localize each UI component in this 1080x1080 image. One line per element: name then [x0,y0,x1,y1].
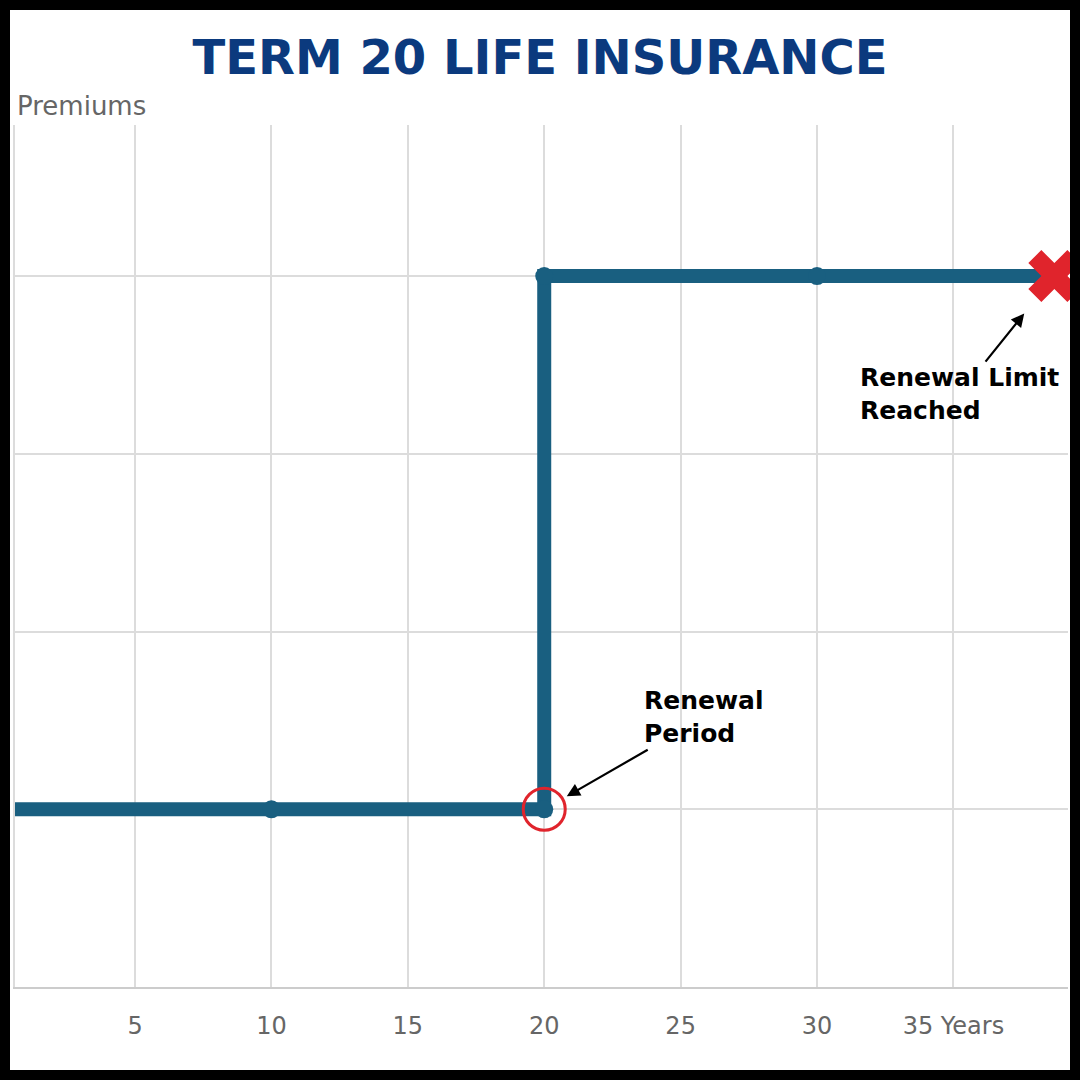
svg-text:Premiums: Premiums [17,91,146,121]
svg-text:35 Years: 35 Years [903,1012,1004,1040]
svg-text:20: 20 [529,1012,560,1040]
svg-text:25: 25 [665,1012,696,1040]
svg-text:15: 15 [393,1012,424,1040]
svg-text:TERM 20 LIFE INSURANCE: TERM 20 LIFE INSURANCE [192,29,887,85]
svg-text:30: 30 [802,1012,833,1040]
svg-text:5: 5 [127,1012,142,1040]
svg-text:Renewal LimitReached: Renewal LimitReached [860,363,1059,425]
svg-text:10: 10 [256,1012,287,1040]
svg-text:RenewalPeriod: RenewalPeriod [644,686,764,748]
